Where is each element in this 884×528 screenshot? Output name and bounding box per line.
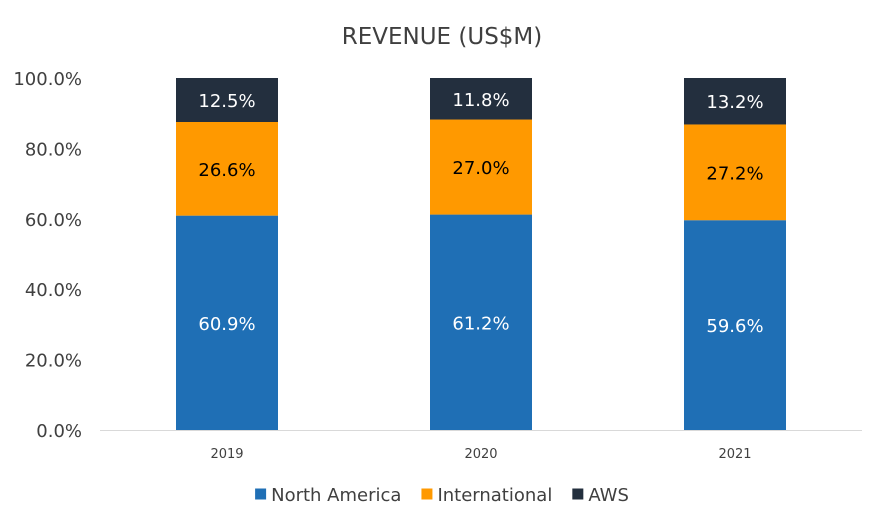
legend-item-north-america: North America <box>255 485 401 506</box>
y-tick-label: 100.0% <box>13 69 82 90</box>
data-label: 12.5% <box>198 91 255 112</box>
data-label: 11.8% <box>452 90 509 111</box>
y-tick-label: 40.0% <box>25 280 82 301</box>
bar-north-america <box>176 215 278 430</box>
legend: North America International AWS <box>255 485 629 506</box>
legend-label: North America <box>271 485 401 506</box>
bar-aws <box>684 78 786 125</box>
legend-swatch <box>572 488 584 500</box>
bar-aws <box>176 78 278 122</box>
data-label: 60.9% <box>198 314 255 335</box>
bar-group: 60.9% 26.6% 12.5% 61.2% 27.0% 11.8% 59.6% 27.2%… <box>176 78 786 430</box>
legend-item-international: International <box>421 485 552 506</box>
data-label: 13.2% <box>706 92 763 113</box>
bar-international <box>176 122 278 216</box>
y-axis: 0.0% 20.0% 40.0% 60.0% 80.0% 100.0% <box>13 69 82 442</box>
legend-swatch <box>255 488 267 500</box>
x-axis: 2019 2020 2021 <box>210 447 751 462</box>
data-label: 27.0% <box>452 158 509 179</box>
y-tick-label: 0.0% <box>36 421 82 442</box>
legend-item-aws: AWS <box>572 485 629 506</box>
data-label: 26.6% <box>198 160 255 181</box>
data-label: 27.2% <box>706 163 763 184</box>
legend-label: AWS <box>588 485 629 506</box>
y-tick-label: 20.0% <box>25 351 82 372</box>
y-tick-label: 60.0% <box>25 210 82 231</box>
legend-label: International <box>437 485 552 506</box>
y-tick-label: 80.0% <box>25 139 82 160</box>
data-label: 61.2% <box>452 313 509 334</box>
x-tick-label: 2020 <box>464 447 497 462</box>
chart-title: REVENUE (US$M) <box>342 24 543 50</box>
data-label: 59.6% <box>706 316 763 337</box>
bar-international <box>430 119 532 215</box>
x-tick-label: 2019 <box>210 447 243 462</box>
legend-swatch <box>421 488 433 500</box>
bar-north-america <box>684 220 786 430</box>
x-tick-label: 2021 <box>718 447 751 462</box>
bar-international <box>684 124 786 221</box>
bar-north-america <box>430 214 532 430</box>
bar-aws <box>430 78 532 120</box>
